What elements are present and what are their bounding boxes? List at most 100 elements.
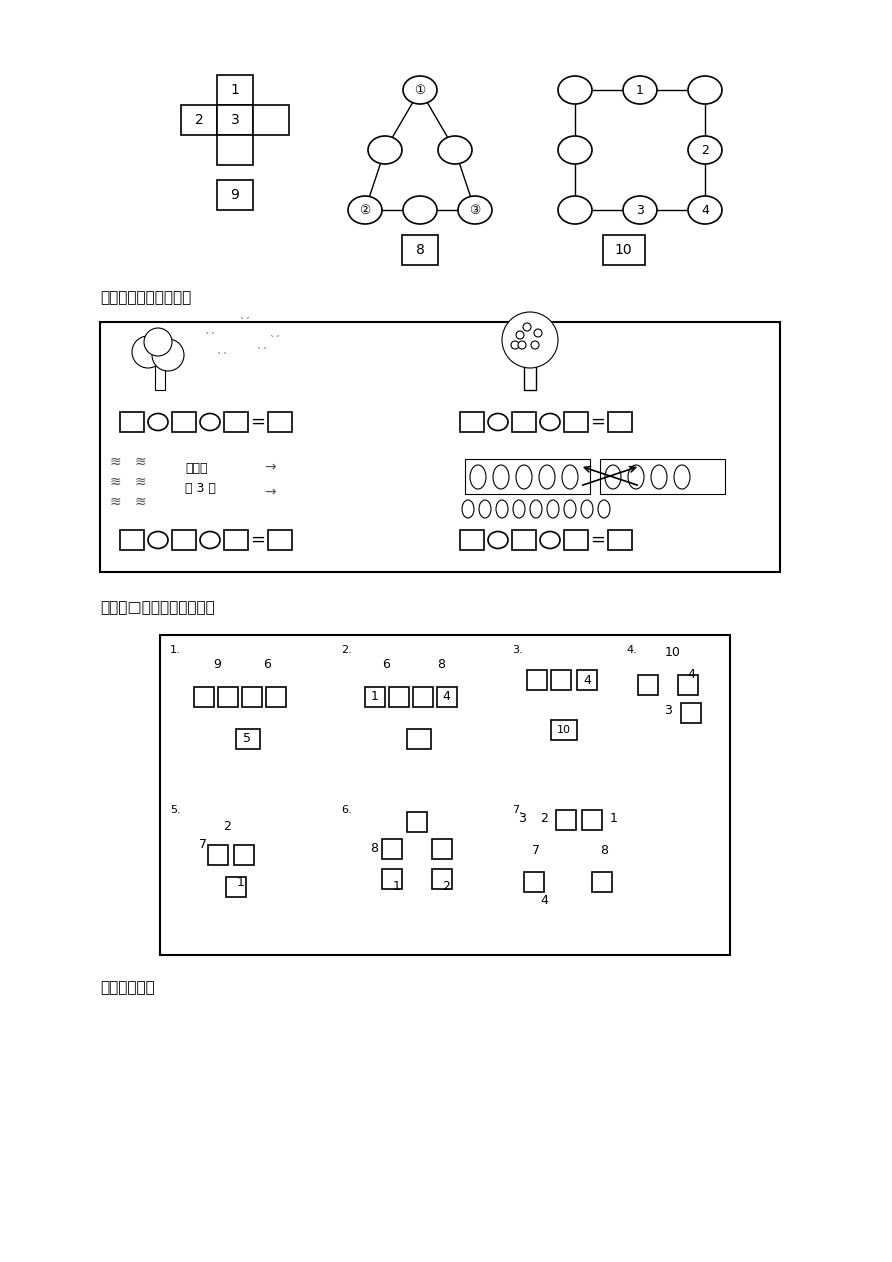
- Text: 9: 9: [213, 659, 221, 671]
- Bar: [194, 687, 213, 707]
- Bar: [602, 235, 645, 265]
- Text: 10: 10: [615, 244, 632, 257]
- Text: 8: 8: [437, 659, 445, 671]
- Text: 9: 9: [230, 188, 239, 202]
- Text: ≋: ≋: [134, 495, 145, 509]
- Bar: [226, 877, 245, 897]
- Bar: [266, 687, 285, 707]
- Bar: [608, 530, 632, 550]
- Ellipse shape: [558, 76, 592, 103]
- Text: 1: 1: [230, 83, 239, 97]
- Ellipse shape: [488, 531, 508, 549]
- Bar: [556, 810, 576, 830]
- Text: 8: 8: [600, 843, 608, 857]
- Text: 2: 2: [224, 820, 231, 833]
- Text: 5.: 5.: [170, 805, 180, 815]
- Text: 5: 5: [244, 732, 252, 746]
- Text: ≋: ≋: [109, 495, 120, 509]
- Text: 2: 2: [442, 881, 450, 893]
- Ellipse shape: [688, 136, 722, 164]
- Ellipse shape: [688, 196, 722, 223]
- Ellipse shape: [562, 464, 578, 488]
- Text: 1: 1: [392, 881, 401, 893]
- Text: 3: 3: [518, 811, 526, 824]
- Ellipse shape: [540, 531, 560, 549]
- Ellipse shape: [516, 464, 532, 488]
- Bar: [512, 530, 536, 550]
- Text: 鱼篓中: 鱼篓中: [185, 462, 208, 475]
- Bar: [407, 729, 431, 750]
- Circle shape: [152, 339, 184, 371]
- Text: =: =: [591, 413, 606, 432]
- Text: 6: 6: [383, 659, 391, 671]
- Bar: [432, 839, 451, 859]
- Text: 4.: 4.: [626, 645, 637, 655]
- Bar: [268, 530, 292, 550]
- Circle shape: [516, 331, 524, 339]
- Text: 3.: 3.: [512, 645, 523, 655]
- Text: 10: 10: [665, 646, 681, 660]
- Bar: [512, 411, 536, 432]
- Bar: [460, 411, 484, 432]
- Bar: [681, 703, 701, 723]
- Ellipse shape: [558, 196, 592, 223]
- Text: 八、根据题意填列式。: 八、根据题意填列式。: [100, 290, 191, 305]
- Bar: [100, 322, 780, 572]
- Text: →: →: [264, 461, 276, 475]
- Bar: [564, 530, 588, 550]
- Text: 2.: 2.: [341, 645, 351, 655]
- Text: 7: 7: [532, 843, 540, 857]
- Text: 4: 4: [583, 674, 591, 687]
- Text: 1: 1: [610, 811, 618, 824]
- Bar: [120, 530, 144, 550]
- Bar: [217, 180, 253, 209]
- Text: 4: 4: [442, 690, 450, 703]
- Ellipse shape: [493, 464, 509, 488]
- Bar: [365, 687, 384, 707]
- Bar: [160, 635, 730, 955]
- Ellipse shape: [651, 464, 667, 488]
- Bar: [217, 74, 253, 105]
- Text: 10: 10: [557, 724, 571, 734]
- Bar: [181, 105, 217, 135]
- Ellipse shape: [148, 531, 168, 549]
- Ellipse shape: [628, 464, 644, 488]
- Circle shape: [523, 323, 531, 331]
- Ellipse shape: [438, 136, 472, 164]
- Text: 3: 3: [231, 114, 239, 127]
- Ellipse shape: [403, 76, 437, 103]
- Text: →: →: [264, 485, 276, 498]
- Bar: [224, 530, 248, 550]
- Text: 4: 4: [687, 669, 695, 681]
- Bar: [155, 365, 165, 390]
- Bar: [242, 687, 261, 707]
- Ellipse shape: [488, 414, 508, 430]
- Bar: [253, 105, 289, 135]
- Text: 有 3 条: 有 3 条: [185, 482, 216, 495]
- Bar: [465, 459, 590, 493]
- Ellipse shape: [200, 414, 220, 430]
- Bar: [582, 810, 602, 830]
- Text: 1: 1: [236, 877, 244, 890]
- Bar: [218, 687, 237, 707]
- Text: 8: 8: [416, 244, 425, 257]
- Ellipse shape: [496, 500, 508, 517]
- Circle shape: [144, 328, 172, 356]
- Bar: [235, 729, 260, 750]
- Bar: [172, 411, 196, 432]
- Ellipse shape: [540, 414, 560, 430]
- Text: =: =: [251, 413, 266, 432]
- Bar: [524, 872, 544, 892]
- Circle shape: [511, 341, 519, 350]
- Bar: [224, 411, 248, 432]
- Ellipse shape: [200, 531, 220, 549]
- Circle shape: [502, 312, 558, 369]
- Ellipse shape: [674, 464, 690, 488]
- Bar: [608, 411, 632, 432]
- Bar: [638, 675, 658, 695]
- Text: ③: ③: [469, 203, 481, 217]
- Text: 2: 2: [701, 144, 709, 156]
- Text: 8: 8: [370, 843, 378, 856]
- Bar: [268, 411, 292, 432]
- Circle shape: [534, 329, 542, 337]
